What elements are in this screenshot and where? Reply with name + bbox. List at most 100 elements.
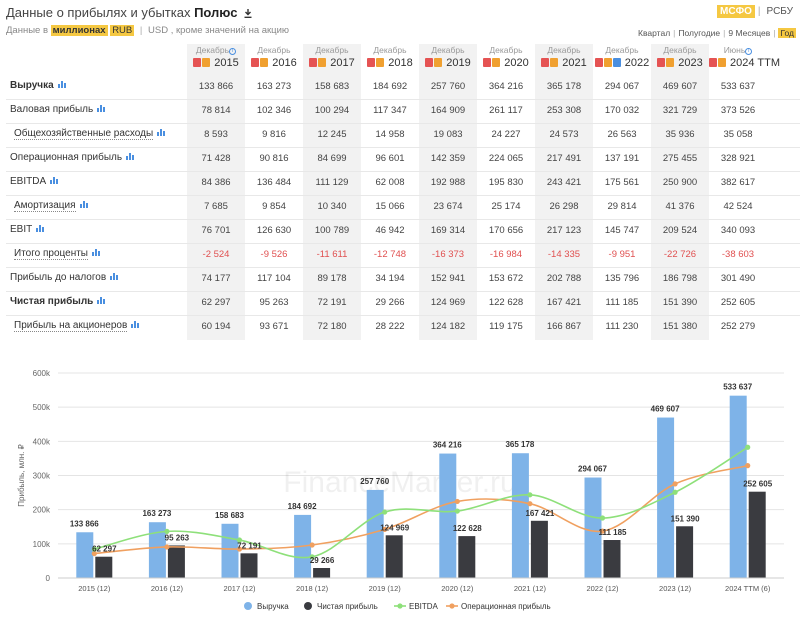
period-quarter[interactable]: Квартал bbox=[638, 28, 671, 38]
table-cell: 164 909 bbox=[430, 105, 466, 116]
doc-report-icon[interactable] bbox=[260, 58, 269, 67]
info-icon[interactable]: i bbox=[229, 48, 237, 55]
bar-chart-icon[interactable] bbox=[79, 201, 89, 208]
table-cell: 365 178 bbox=[546, 81, 582, 92]
info-icon[interactable]: i bbox=[745, 48, 753, 55]
doc-report-icon[interactable] bbox=[492, 58, 501, 67]
table-cell: 142 359 bbox=[430, 153, 466, 164]
currency-usd[interactable]: USD bbox=[148, 25, 169, 36]
doc-report-icon[interactable] bbox=[318, 58, 327, 67]
ebitda-point bbox=[745, 444, 751, 450]
x-tick-label: 2017 (12) bbox=[223, 584, 256, 593]
table-cell: 10 340 bbox=[317, 201, 347, 212]
bar-chart-icon[interactable] bbox=[97, 297, 106, 304]
period-nine-months[interactable]: 9 Месяцев bbox=[728, 28, 771, 38]
download-icon[interactable] bbox=[244, 9, 252, 18]
row-label[interactable]: EBIT bbox=[10, 224, 45, 235]
bar-chart-icon[interactable] bbox=[157, 129, 166, 136]
bar-chart-icon[interactable] bbox=[97, 105, 106, 112]
table-cell: 184 692 bbox=[372, 81, 408, 92]
row-label[interactable]: Валовая прибыль bbox=[10, 104, 106, 115]
table-cell: 76 701 bbox=[201, 225, 231, 236]
table-cell: 163 273 bbox=[256, 81, 292, 92]
pdf-report-icon[interactable] bbox=[657, 58, 666, 67]
standard-ifrs-button[interactable]: МСФО bbox=[717, 5, 755, 18]
table-cell: 217 491 bbox=[546, 153, 582, 164]
doc-report-icon[interactable] bbox=[718, 58, 726, 67]
row-label[interactable]: Операционная прибыль bbox=[10, 152, 135, 163]
revenue-data-label: 184 692 bbox=[288, 502, 317, 511]
table-cell: 111 129 bbox=[315, 177, 349, 188]
table-cell: 294 067 bbox=[604, 81, 640, 92]
bar-chart-icon[interactable] bbox=[131, 321, 140, 328]
row-label[interactable]: Прибыль до налогов bbox=[10, 272, 119, 283]
net-profit-data-label: 95 263 bbox=[165, 533, 190, 542]
net-profit-bar bbox=[748, 491, 766, 578]
row-label[interactable]: Прибыль на акционеров bbox=[14, 320, 140, 332]
table-cell: 72 191 bbox=[317, 297, 347, 308]
net-profit-data-label: 72 191 bbox=[237, 541, 262, 550]
row-label[interactable]: Амортизация bbox=[14, 200, 89, 212]
table-cell: 12 245 bbox=[317, 129, 347, 140]
bar-chart-icon[interactable] bbox=[92, 249, 101, 256]
doc-report-icon[interactable] bbox=[434, 58, 443, 67]
pdf-report-icon[interactable] bbox=[193, 58, 202, 67]
pdf-report-icon[interactable] bbox=[367, 58, 376, 67]
separator: | bbox=[139, 25, 143, 36]
revenue-bar bbox=[584, 477, 602, 578]
table-cell: 195 830 bbox=[488, 177, 524, 188]
table-cell: 202 788 bbox=[546, 273, 582, 284]
units-line: Данные в миллионах RUB | USD , кроме зна… bbox=[6, 25, 289, 36]
bar-chart-icon[interactable] bbox=[126, 153, 135, 160]
pdf-report-icon[interactable] bbox=[251, 58, 260, 67]
revenue-data-label: 294 067 bbox=[578, 465, 607, 474]
pdf-report-icon[interactable] bbox=[309, 58, 318, 67]
table-cell: 175 561 bbox=[604, 177, 640, 188]
row-label-text: Общехозяйственные расходы bbox=[14, 128, 154, 140]
row-label[interactable]: EBITDA bbox=[10, 176, 59, 187]
pdf-report-icon[interactable] bbox=[541, 58, 550, 67]
pdf-report-icon[interactable] bbox=[425, 58, 434, 67]
xls-report-icon[interactable] bbox=[612, 58, 621, 67]
doc-report-icon[interactable] bbox=[550, 58, 559, 67]
table-cell: 126 630 bbox=[256, 225, 292, 236]
doc-report-icon[interactable] bbox=[376, 58, 385, 67]
period-year[interactable]: Год bbox=[778, 28, 796, 38]
doc-report-icon[interactable] bbox=[603, 58, 612, 67]
pdf-report-icon[interactable] bbox=[594, 58, 603, 67]
row-label[interactable]: Выручка bbox=[10, 80, 67, 91]
legend-marker bbox=[304, 602, 312, 610]
doc-report-icon[interactable] bbox=[202, 58, 211, 67]
table-cell: 340 093 bbox=[720, 225, 756, 236]
table-cell: 100 294 bbox=[314, 105, 350, 116]
bar-chart-icon[interactable] bbox=[110, 273, 119, 280]
doc-report-icon[interactable] bbox=[666, 58, 675, 67]
bar-chart-icon[interactable] bbox=[57, 81, 67, 88]
standard-ras-button[interactable]: РСБУ bbox=[766, 6, 793, 17]
row-divider bbox=[6, 291, 800, 292]
currency-rub[interactable]: RUB bbox=[110, 25, 135, 36]
units-selector[interactable]: миллионах bbox=[50, 25, 108, 36]
table-cell: 7 685 bbox=[204, 201, 228, 212]
column-year-text: 2021 bbox=[559, 57, 587, 69]
period-half[interactable]: Полугодие bbox=[678, 28, 721, 38]
row-label[interactable]: Итого проценты bbox=[14, 248, 101, 260]
column-year-text: 2017 bbox=[327, 57, 355, 69]
column-header: Декабрь 2020 bbox=[477, 44, 535, 74]
legend-label: Операционная прибыль bbox=[461, 602, 551, 611]
row-label[interactable]: Чистая прибыль bbox=[10, 296, 106, 307]
revenue-data-label: 469 607 bbox=[651, 405, 680, 414]
bar-chart-icon[interactable] bbox=[36, 225, 45, 232]
pdf-report-icon[interactable] bbox=[483, 58, 492, 67]
operating-profit-point bbox=[309, 542, 315, 548]
ebitda-point bbox=[164, 528, 170, 534]
table-cell: 62 297 bbox=[201, 297, 231, 308]
company-name: Полюс bbox=[194, 5, 238, 20]
pdf-report-icon[interactable] bbox=[709, 58, 717, 67]
row-label[interactable]: Общехозяйственные расходы bbox=[14, 128, 166, 140]
bar-chart-icon[interactable] bbox=[50, 177, 59, 184]
table-cell: 321 729 bbox=[662, 105, 698, 116]
x-tick-label: 2015 (12) bbox=[78, 584, 111, 593]
table-cell: 250 900 bbox=[662, 177, 698, 188]
legend-label: Выручка bbox=[257, 602, 289, 611]
